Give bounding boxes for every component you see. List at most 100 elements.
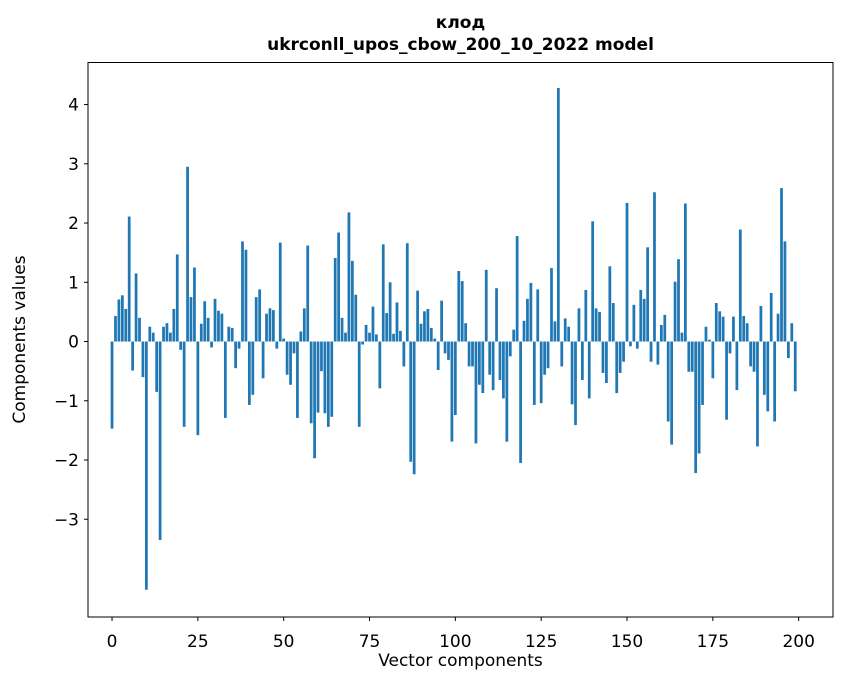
bar <box>378 341 382 389</box>
bar <box>223 341 227 418</box>
bar <box>532 341 536 405</box>
bar <box>639 289 643 342</box>
bar <box>721 316 725 342</box>
bar <box>268 308 272 342</box>
y-tick-label: 1 <box>68 273 79 293</box>
bar <box>402 341 406 367</box>
bar <box>615 341 619 394</box>
bar <box>186 166 189 342</box>
bar <box>148 326 152 342</box>
bar <box>350 260 354 342</box>
bar <box>453 341 457 415</box>
bar <box>519 341 522 463</box>
bar <box>618 341 622 373</box>
bar <box>285 341 289 375</box>
bar <box>361 341 365 345</box>
bar <box>254 297 258 342</box>
bar <box>251 341 255 395</box>
bar <box>450 341 454 442</box>
bar <box>762 341 766 395</box>
bar <box>296 341 299 418</box>
bar <box>416 290 419 342</box>
bar <box>175 254 179 342</box>
bar <box>543 341 546 375</box>
x-tick-label: 50 <box>273 632 295 652</box>
bar <box>670 341 674 445</box>
bar <box>495 288 498 342</box>
chart-title-line1: клод <box>436 13 485 33</box>
bar <box>759 305 763 342</box>
x-tick-label: 25 <box>187 632 209 652</box>
bar <box>790 323 794 342</box>
bar <box>659 324 663 342</box>
bar <box>117 299 121 342</box>
bar <box>611 303 615 342</box>
bar <box>594 308 598 342</box>
bar <box>320 341 323 372</box>
bar <box>742 316 746 342</box>
bar <box>316 341 320 413</box>
bar <box>292 341 296 354</box>
bar <box>776 313 780 342</box>
bar <box>230 327 234 342</box>
x-tick-label: 200 <box>782 632 814 652</box>
bar <box>677 259 680 342</box>
bar <box>247 341 251 405</box>
y-tick-label: 4 <box>68 96 79 116</box>
y-tick-label: 2 <box>68 214 79 234</box>
bar <box>258 289 262 342</box>
bar <box>419 323 423 342</box>
bar <box>732 316 735 342</box>
bar <box>151 332 155 342</box>
bar <box>371 306 375 342</box>
bar <box>409 341 413 462</box>
bar <box>138 317 141 342</box>
bar <box>598 311 601 342</box>
plot-border <box>87 62 834 618</box>
bar <box>326 341 330 427</box>
bar <box>165 323 169 342</box>
bar <box>227 326 231 342</box>
bar <box>193 267 196 342</box>
bar <box>405 243 409 342</box>
bar <box>289 341 292 385</box>
bar <box>213 298 217 342</box>
bar <box>522 320 526 342</box>
bar <box>680 332 684 342</box>
bar <box>144 341 148 590</box>
bar <box>399 330 402 342</box>
bar <box>756 341 759 447</box>
bar <box>629 341 632 347</box>
bar <box>584 289 588 342</box>
y-axis-ticks: −3 −2 −1 0 1 2 3 4 <box>54 96 88 530</box>
bar <box>684 203 687 342</box>
bar <box>512 329 516 342</box>
bar <box>337 232 340 342</box>
bar <box>220 313 224 342</box>
bar <box>550 268 553 342</box>
x-tick-label: 0 <box>107 632 118 652</box>
x-tick-label: 75 <box>359 632 381 652</box>
bar <box>697 341 701 454</box>
bar <box>196 341 200 436</box>
chart-title-line2: ukrconll_upos_cbow_200_10_2022 model <box>267 35 654 55</box>
bar <box>690 341 694 372</box>
bar <box>134 273 138 342</box>
bar <box>649 341 653 362</box>
bar <box>653 192 656 342</box>
bar <box>412 341 416 475</box>
bar <box>601 341 605 373</box>
bar <box>738 229 742 342</box>
bar <box>278 242 282 342</box>
bar <box>241 241 244 342</box>
bar <box>471 341 474 367</box>
bar <box>172 308 176 342</box>
bar <box>567 326 571 342</box>
bar <box>237 341 241 349</box>
bar <box>783 241 787 342</box>
bar <box>265 313 268 342</box>
bar <box>309 341 313 424</box>
bar <box>666 341 670 422</box>
bar <box>605 341 608 383</box>
bar <box>179 341 183 350</box>
